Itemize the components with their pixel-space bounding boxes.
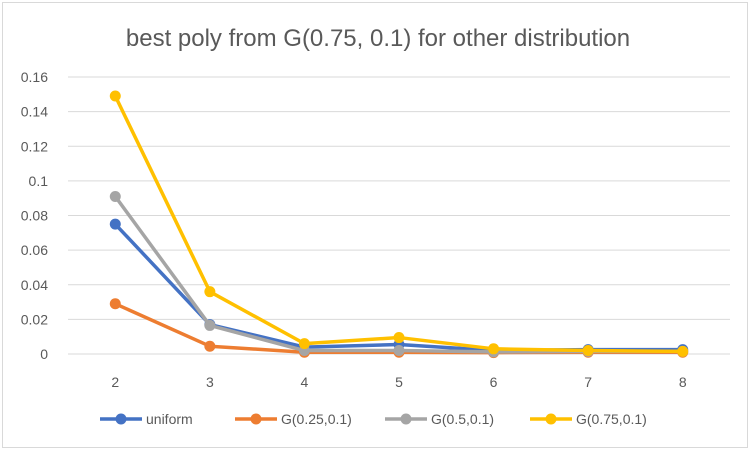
x-tick-label: 4 [301, 374, 309, 390]
x-tick-label: 3 [206, 374, 214, 390]
data-point [204, 286, 216, 298]
data-point [298, 338, 310, 350]
data-point [204, 340, 216, 352]
x-tick-label: 6 [490, 374, 498, 390]
y-tick-label: 0.12 [21, 138, 48, 154]
series-3 [109, 90, 689, 357]
legend-label: G(0.25,0.1) [281, 411, 352, 427]
x-tick-label: 8 [679, 374, 687, 390]
x-tick-label: 2 [111, 374, 119, 390]
legend: uniform G(0.25,0.1) G(0.5,0.1) G(0.75,0.1) [100, 411, 647, 427]
data-point [109, 90, 121, 102]
data-point [109, 190, 121, 202]
legend-swatch-marker [250, 413, 262, 425]
data-point [204, 319, 216, 331]
y-tick-label: 0.04 [21, 277, 48, 293]
y-axis-ticks: 0 0.02 0.04 0.06 0.08 0.1 0.12 0.14 0.16 [21, 69, 48, 362]
legend-item: G(0.5,0.1) [385, 411, 494, 427]
data-point [677, 345, 689, 357]
legend-label: G(0.75,0.1) [576, 411, 647, 427]
data-point [488, 343, 500, 355]
legend-label: uniform [146, 411, 193, 427]
series-group [109, 90, 689, 359]
y-tick-label: 0.14 [21, 104, 48, 120]
y-tick-label: 0 [40, 346, 48, 362]
data-point [393, 345, 405, 357]
data-point [582, 345, 594, 357]
legend-item: uniform [100, 411, 193, 427]
legend-item: G(0.25,0.1) [235, 411, 352, 427]
y-tick-label: 0.08 [21, 208, 48, 224]
y-tick-label: 0.06 [21, 242, 48, 258]
legend-item: G(0.75,0.1) [530, 411, 647, 427]
series-line [113, 222, 685, 353]
legend-label: G(0.5,0.1) [431, 411, 494, 427]
gridlines [68, 76, 730, 355]
chart-title: best poly from G(0.75, 0.1) for other di… [126, 25, 630, 52]
legend-swatch-marker [115, 413, 127, 425]
data-point [109, 298, 121, 310]
y-tick-label: 0.1 [29, 173, 49, 189]
chart-area [2, 2, 748, 448]
data-point [109, 218, 121, 230]
y-tick-label: 0.02 [21, 311, 48, 327]
legend-swatch-marker [400, 413, 412, 425]
x-axis-ticks: 2 3 4 5 6 7 8 [111, 374, 686, 390]
y-tick-label: 0.16 [21, 69, 48, 85]
data-point [393, 332, 405, 344]
x-tick-label: 7 [584, 374, 592, 390]
x-tick-label: 5 [395, 374, 403, 390]
legend-swatch-marker [545, 413, 557, 425]
